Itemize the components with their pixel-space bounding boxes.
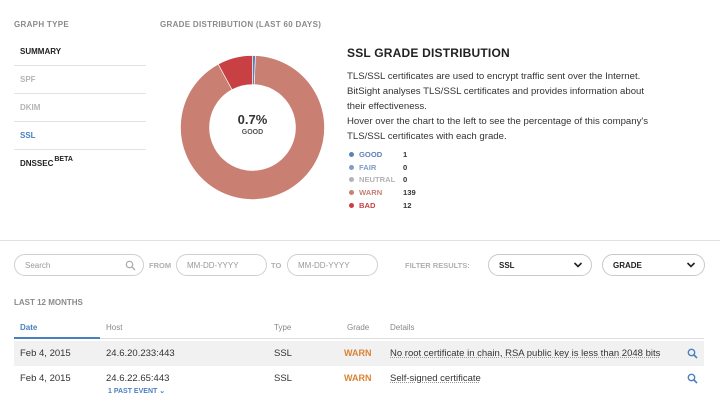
cell-host: 24.6.22.65:443 bbox=[106, 373, 170, 384]
cell-type: SSL bbox=[274, 373, 292, 384]
graph-type-list: SUMMARY SPF DKIM SSL DNSSEC BETA bbox=[14, 38, 146, 178]
column-type[interactable]: Type bbox=[274, 323, 292, 332]
legend-dot bbox=[349, 203, 354, 209]
cell-grade: WARN bbox=[344, 373, 372, 383]
table-header: Date Host Type Grade Details bbox=[14, 317, 704, 339]
donut-slice-bad[interactable] bbox=[217, 55, 253, 91]
cell-date: Feb 4, 2015 bbox=[20, 348, 71, 359]
donut-center-value: 0.7% bbox=[237, 112, 268, 127]
graph-type-summary[interactable]: SUMMARY bbox=[14, 38, 146, 66]
beta-badge: BETA bbox=[54, 156, 73, 163]
column-host[interactable]: Host bbox=[106, 323, 123, 332]
graph-type-dkim[interactable]: DKIM bbox=[14, 94, 146, 122]
graph-type-heading: GRAPH TYPE bbox=[14, 20, 70, 29]
grade-filter-select[interactable]: GRADE bbox=[602, 254, 705, 276]
donut-center-label: GOOD bbox=[241, 129, 264, 136]
legend-item-warn: WARN 139 bbox=[349, 186, 416, 199]
table-row[interactable]: Feb 4, 2015 24.6.22.65:443 1 PAST EVENT … bbox=[14, 366, 704, 402]
to-label: TO bbox=[271, 261, 282, 270]
legend-dot bbox=[349, 164, 354, 170]
donut-slice-warn[interactable] bbox=[180, 55, 325, 200]
grade-donut-chart[interactable] bbox=[180, 55, 325, 200]
cell-grade: WARN bbox=[344, 348, 372, 358]
chevron-down-icon: ⌄ bbox=[159, 388, 166, 395]
legend-dot bbox=[349, 177, 354, 183]
search-icon[interactable] bbox=[687, 348, 698, 359]
column-grade[interactable]: Grade bbox=[347, 323, 370, 332]
legend-label: NEUTRAL bbox=[359, 175, 396, 185]
filter-results-label: FILTER RESULTS: bbox=[405, 261, 470, 270]
column-date[interactable]: Date bbox=[20, 323, 38, 332]
legend-count: 12 bbox=[403, 201, 412, 211]
type-filter-select[interactable]: SSL bbox=[488, 254, 592, 276]
legend-label: WARN bbox=[359, 188, 383, 198]
cell-details: No root certificate in chain, RSA public… bbox=[390, 348, 661, 359]
donut-center: 0.7% GOOD bbox=[180, 112, 325, 136]
graph-type-spf[interactable]: SPF bbox=[14, 66, 146, 94]
cell-type: SSL bbox=[274, 348, 292, 359]
description-title: SSL GRADE DISTRIBUTION bbox=[347, 46, 510, 60]
search-icon[interactable] bbox=[687, 373, 698, 384]
column-details[interactable]: Details bbox=[390, 323, 415, 332]
last-12-months-heading: LAST 12 MONTHS bbox=[14, 298, 83, 307]
graph-type-dnssec[interactable]: DNSSEC BETA bbox=[20, 156, 73, 168]
section-divider bbox=[0, 240, 720, 241]
from-label: FROM bbox=[149, 261, 172, 270]
legend-dot bbox=[349, 190, 354, 196]
legend-label: BAD bbox=[359, 201, 376, 211]
from-date-input[interactable]: MM-DD-YYYY bbox=[176, 254, 267, 276]
legend-label: FAIR bbox=[359, 162, 377, 172]
legend-count: 0 bbox=[403, 175, 408, 185]
legend-count: 0 bbox=[403, 162, 408, 172]
past-event-link[interactable]: 1 PAST EVENT ⌄ bbox=[108, 388, 166, 395]
date-sort-indicator bbox=[14, 337, 100, 339]
chevron-down-icon bbox=[573, 262, 583, 268]
cell-details: Self-signed certificate bbox=[390, 373, 481, 384]
search-icon bbox=[125, 260, 136, 271]
to-date-input[interactable]: MM-DD-YYYY bbox=[287, 254, 378, 276]
legend-item-neutral: NEUTRAL 0 bbox=[349, 174, 416, 187]
legend-item-fair: FAIR 0 bbox=[349, 161, 416, 174]
search-input[interactable]: Search bbox=[14, 254, 144, 276]
graph-type-ssl[interactable]: SSL bbox=[14, 122, 146, 150]
table-row[interactable]: Feb 4, 2015 24.6.20.233:443 SSL WARN No … bbox=[14, 341, 704, 366]
description-text: TLS/SSL certificates are used to encrypt… bbox=[347, 71, 649, 142]
chevron-down-icon bbox=[686, 262, 696, 268]
cell-date: Feb 4, 2015 bbox=[20, 373, 71, 384]
legend-count: 1 bbox=[403, 149, 408, 159]
legend-dot bbox=[349, 151, 354, 157]
legend-label: GOOD bbox=[359, 149, 383, 159]
grade-distribution-heading: GRADE DISTRIBUTION (LAST 60 DAYS) bbox=[160, 20, 322, 29]
grade-legend: GOOD 1 FAIR 0 NEUTRAL 0 WARN 139 BAD 12 bbox=[349, 148, 416, 212]
legend-count: 139 bbox=[403, 188, 416, 198]
legend-item-good: GOOD 1 bbox=[349, 148, 416, 161]
legend-item-bad: BAD 12 bbox=[349, 199, 416, 212]
cell-host: 24.6.20.233:443 bbox=[106, 348, 175, 359]
